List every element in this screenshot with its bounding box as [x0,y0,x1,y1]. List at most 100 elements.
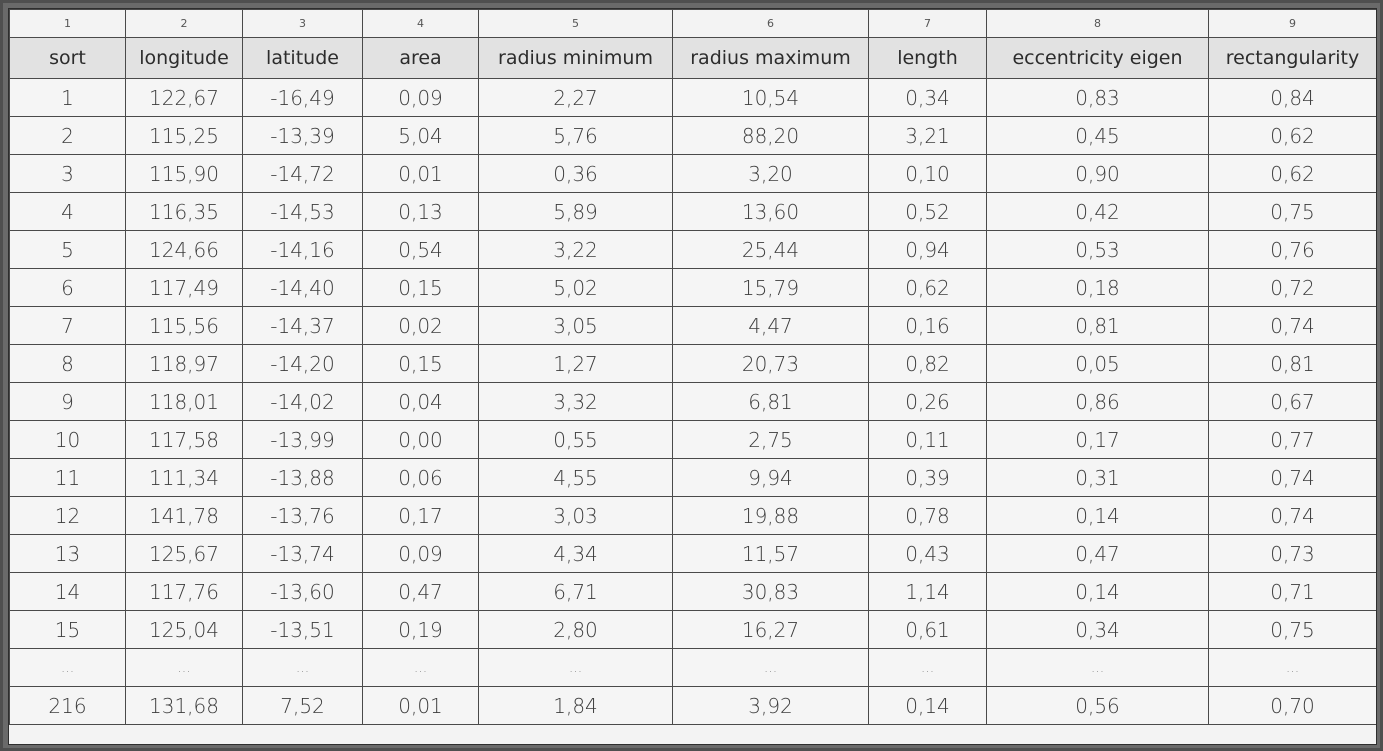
table-cell[interactable]: 216 [9,686,126,725]
table-cell[interactable]: 0,47 [986,534,1209,573]
table-cell[interactable]: 0,16 [868,306,987,345]
column-header-latitude[interactable]: latitude [242,37,363,79]
table-cell[interactable]: 0,62 [1208,116,1376,155]
table-cell[interactable]: 0,81 [986,306,1209,345]
table-cell[interactable]: 111,34 [125,458,243,497]
table-cell[interactable]: -13,39 [242,116,363,155]
column-number-cell[interactable]: 5 [478,9,673,38]
table-cell[interactable]: 0,09 [362,534,479,573]
table-cell[interactable]: 115,25 [125,116,243,155]
table-cell[interactable]: 9,94 [672,458,869,497]
table-cell[interactable]: 124,66 [125,230,243,269]
table-cell[interactable]: 118,01 [125,382,243,421]
table-cell[interactable]: 3,03 [478,496,673,535]
table-cell[interactable]: 0,56 [986,686,1209,725]
table-cell[interactable]: 0,17 [986,420,1209,459]
table-cell[interactable]: 25,44 [672,230,869,269]
table-cell[interactable]: 0,11 [868,420,987,459]
table-cell[interactable]: 0,34 [986,610,1209,649]
table-cell[interactable]: -14,37 [242,306,363,345]
table-cell[interactable]: 0,86 [986,382,1209,421]
table-cell[interactable]: 116,35 [125,192,243,231]
table-cell[interactable]: 141,78 [125,496,243,535]
table-cell[interactable]: 3,92 [672,686,869,725]
table-cell[interactable]: 0,77 [1208,420,1376,459]
table-cell[interactable]: 30,83 [672,572,869,611]
table-cell[interactable]: 15,79 [672,268,869,307]
table-cell[interactable]: 0,62 [868,268,987,307]
table-cell[interactable]: 0,18 [986,268,1209,307]
table-cell[interactable]: 0,43 [868,534,987,573]
column-header-rectangularity[interactable]: rectangularity [1208,37,1376,79]
table-cell[interactable]: 0,71 [1208,572,1376,611]
table-cell[interactable]: ... [1208,648,1376,687]
table-cell[interactable]: 0,83 [986,78,1209,117]
column-header-sort[interactable]: sort [9,37,126,79]
table-cell[interactable]: 0,10 [868,154,987,193]
column-number-cell[interactable]: 4 [362,9,479,38]
table-cell[interactable]: -14,16 [242,230,363,269]
table-cell[interactable]: 0,15 [362,268,479,307]
column-header-radius-minimum[interactable]: radius minimum [478,37,673,79]
table-cell[interactable]: 125,04 [125,610,243,649]
column-number-cell[interactable]: 8 [986,9,1209,38]
table-cell[interactable]: 6,81 [672,382,869,421]
table-cell[interactable]: 0,06 [362,458,479,497]
table-cell[interactable]: 0,14 [986,496,1209,535]
table-cell[interactable]: 2 [9,116,126,155]
table-cell[interactable]: -13,74 [242,534,363,573]
table-cell[interactable]: 16,27 [672,610,869,649]
table-cell[interactable]: -16,49 [242,78,363,117]
table-cell[interactable]: 125,67 [125,534,243,573]
table-cell[interactable]: 0,74 [1208,306,1376,345]
table-cell[interactable]: 3,05 [478,306,673,345]
table-cell[interactable]: 0,75 [1208,192,1376,231]
table-cell[interactable]: 0,34 [868,78,987,117]
column-number-cell[interactable]: 3 [242,9,363,38]
table-cell[interactable]: 0,76 [1208,230,1376,269]
table-cell[interactable]: -13,99 [242,420,363,459]
table-cell[interactable]: 3 [9,154,126,193]
table-cell[interactable]: 1,27 [478,344,673,383]
column-number-cell[interactable]: 1 [9,9,126,38]
table-cell[interactable]: 0,42 [986,192,1209,231]
table-cell[interactable]: 0,19 [362,610,479,649]
table-cell[interactable]: 13 [9,534,126,573]
column-number-cell[interactable]: 7 [868,9,987,38]
table-cell[interactable]: 0,74 [1208,496,1376,535]
table-cell[interactable]: 0,00 [362,420,479,459]
table-cell[interactable]: 5,02 [478,268,673,307]
table-cell[interactable]: ... [672,648,869,687]
table-cell[interactable]: 15 [9,610,126,649]
table-cell[interactable]: 0,17 [362,496,479,535]
table-cell[interactable]: 3,22 [478,230,673,269]
table-cell[interactable]: 3,32 [478,382,673,421]
table-cell[interactable]: 0,72 [1208,268,1376,307]
table-cell[interactable]: 5 [9,230,126,269]
table-cell[interactable]: -13,88 [242,458,363,497]
table-cell[interactable]: 3,21 [868,116,987,155]
table-cell[interactable]: 0,90 [986,154,1209,193]
table-cell[interactable]: ... [9,648,126,687]
table-cell[interactable]: 0,36 [478,154,673,193]
table-cell[interactable]: 0,14 [868,686,987,725]
table-cell[interactable]: 6 [9,268,126,307]
table-cell[interactable]: 0,70 [1208,686,1376,725]
table-cell[interactable]: 0,02 [362,306,479,345]
table-cell[interactable]: 9 [9,382,126,421]
table-cell[interactable]: -14,20 [242,344,363,383]
table-cell[interactable]: 12 [9,496,126,535]
column-header-area[interactable]: area [362,37,479,79]
table-cell[interactable]: 88,20 [672,116,869,155]
table-cell[interactable]: 117,58 [125,420,243,459]
table-cell[interactable]: -14,72 [242,154,363,193]
column-header-longitude[interactable]: longitude [125,37,243,79]
table-cell[interactable]: 0,94 [868,230,987,269]
table-cell[interactable]: 5,04 [362,116,479,155]
table-cell[interactable]: ... [362,648,479,687]
table-cell[interactable]: -14,02 [242,382,363,421]
table-cell[interactable]: -14,53 [242,192,363,231]
table-cell[interactable]: 5,76 [478,116,673,155]
table-cell[interactable]: 6,71 [478,572,673,611]
table-cell[interactable]: 115,90 [125,154,243,193]
